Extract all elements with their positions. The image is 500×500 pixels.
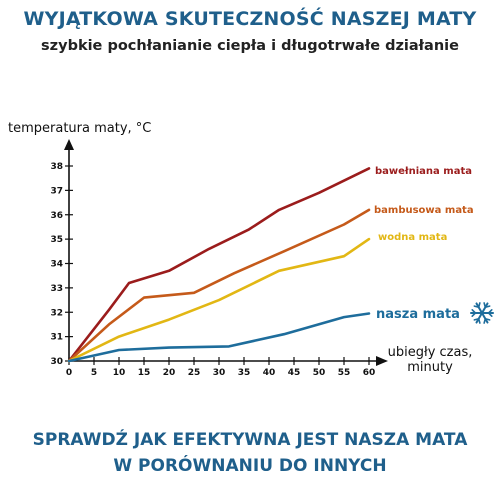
page-subtitle: szybkie pochłanianie ciepła i długotrwał… xyxy=(41,38,459,54)
x-axis-label-line1: ubiegły czas, xyxy=(388,345,473,360)
snowflake-branch xyxy=(471,309,477,314)
x-tick-label: 25 xyxy=(188,368,201,378)
x-tick-label: 35 xyxy=(238,368,251,378)
x-axis-label-line2: minuty xyxy=(407,360,453,375)
snowflake-arm xyxy=(475,302,483,314)
y-tick-label: 32 xyxy=(50,308,63,318)
snowflake-arm xyxy=(481,312,489,324)
snowflake-branch xyxy=(484,305,491,309)
x-axis-arrow xyxy=(376,356,388,366)
snowflake-branch xyxy=(483,317,487,324)
series-label-3: nasza mata xyxy=(376,307,460,322)
page-title: WYJĄTKOWA SKUTECZNOŚĆ NASZEJ MATY xyxy=(23,8,477,30)
chart-series-labels: bawełniana mata bambusowa mata wodna mata n… xyxy=(374,166,474,322)
footer-line-1: SPRAWDŹ JAK EFEKTYWNA JEST NASZA MATA xyxy=(32,430,468,450)
snowflake-branch xyxy=(487,312,493,317)
series-line-3 xyxy=(67,312,371,363)
chart-axes: 30 31 32 33 34 35 36 37 38 0 5 10 15 20 25 30 35 40 45 50 55… xyxy=(8,121,472,378)
x-tick-label: 45 xyxy=(288,368,301,378)
y-tick-label: 33 xyxy=(50,284,63,294)
snowflake-branch xyxy=(473,317,480,321)
series-line-0 xyxy=(67,167,371,363)
y-tick-label: 35 xyxy=(50,235,63,245)
series-line-1 xyxy=(67,208,371,363)
snowflake-arm xyxy=(481,302,489,314)
y-tick-label: 30 xyxy=(50,357,63,367)
x-tick-label: 20 xyxy=(163,368,176,378)
snowflake-arm xyxy=(475,312,483,324)
series-line-2 xyxy=(67,237,371,363)
y-tick-label: 36 xyxy=(50,211,63,221)
y-axis-arrow xyxy=(64,139,74,150)
series-label-1: bambusowa mata xyxy=(374,205,474,216)
y-tick-label: 38 xyxy=(50,162,63,172)
snowflake-icon xyxy=(470,302,494,324)
series-label-2: wodna mata xyxy=(378,232,447,243)
x-tick-label: 55 xyxy=(338,368,351,378)
x-tick-label: 10 xyxy=(113,368,126,378)
chart-series xyxy=(67,167,371,363)
snowflake-branch xyxy=(477,302,481,309)
x-tick-label: 0 xyxy=(66,368,72,378)
y-tick-label: 34 xyxy=(50,260,63,270)
x-tick-label: 40 xyxy=(263,368,276,378)
x-tick-label: 60 xyxy=(363,368,376,378)
x-tick-label: 30 xyxy=(213,368,226,378)
y-axis-label: temperatura maty, °C xyxy=(8,121,151,136)
y-tick-label: 31 xyxy=(50,333,63,343)
temperature-chart: 30 31 32 33 34 35 36 37 38 0 5 10 15 20 25 30 35 40 45 50 55… xyxy=(8,121,494,378)
footer-line-2: W PORÓWNANIU DO INNYCH xyxy=(113,456,387,476)
series-label-0: bawełniana mata xyxy=(375,166,472,177)
x-tick-label: 15 xyxy=(138,368,151,378)
x-tick-label: 50 xyxy=(313,368,326,378)
y-tick-label: 37 xyxy=(50,186,63,196)
x-tick-label: 5 xyxy=(91,368,97,378)
